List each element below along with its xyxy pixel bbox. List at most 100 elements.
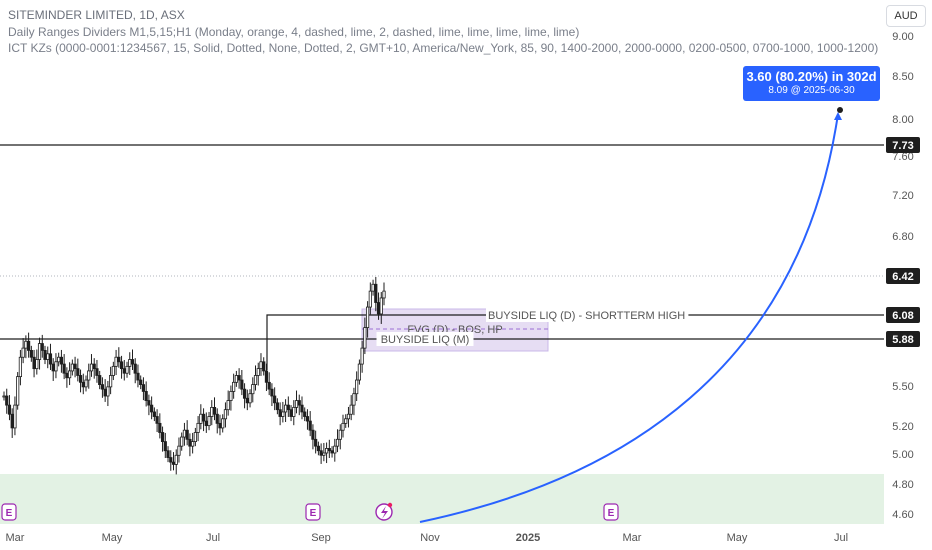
price-labels-group: 7.73 6.42 6.08 5.88 [886, 137, 920, 347]
candle-body [322, 452, 326, 456]
candle-body [275, 402, 279, 411]
candle-body [46, 353, 50, 360]
candle-body [7, 404, 12, 415]
projection-arrow [419, 113, 839, 523]
candle-body [32, 356, 36, 370]
earnings-marker-label: E [608, 508, 615, 519]
candle-body [371, 283, 375, 292]
candle-body [363, 327, 367, 349]
candle-body [62, 363, 66, 374]
candle-body [297, 400, 301, 406]
candle-body [139, 379, 143, 386]
earnings-marker[interactable] [305, 503, 321, 521]
candle-body [35, 359, 39, 370]
price-label: 6.42 [892, 271, 913, 283]
x-tick-label: Mar [6, 532, 25, 544]
target-point[interactable] [837, 107, 843, 113]
y-tick-label: 5.00 [892, 449, 913, 461]
candle-body [27, 340, 31, 351]
candle-body [357, 363, 361, 381]
candle-body [201, 413, 206, 422]
candle-body [232, 381, 236, 392]
currency-button[interactable]: AUD [886, 5, 926, 27]
annotation-bg [376, 332, 474, 346]
candle-body [89, 363, 94, 372]
earnings-marker[interactable] [603, 503, 619, 521]
candle-body [226, 400, 230, 411]
candle-body [376, 302, 381, 315]
measure-tooltip: 3.60 (80.20%) in 302d 8.09 @ 2025-06-30 [743, 66, 880, 101]
legend-indicator-ict-kzs[interactable]: ICT KZs (0000-0001:1234567, 15, Solid, D… [8, 41, 879, 55]
price-label-bg [886, 307, 920, 323]
candle-body [305, 416, 310, 422]
candle-body [240, 379, 244, 390]
price-label-bg [886, 268, 920, 284]
candle-body [281, 411, 285, 417]
candle-body [117, 356, 121, 363]
candle-body [308, 420, 312, 431]
candle-body [382, 290, 386, 299]
measure-sub-text: 8.09 @ 2025-06-30 [768, 85, 855, 96]
candle-body [16, 376, 20, 406]
y-tick-label: 7.20 [892, 190, 913, 202]
candle-body [374, 283, 378, 303]
candle-body [300, 404, 304, 413]
candle-body [237, 375, 241, 381]
candle-body [155, 416, 159, 424]
candle-body [111, 365, 115, 376]
price-label: 6.08 [892, 310, 913, 322]
candle-body [21, 347, 25, 358]
candle-body [355, 379, 359, 395]
candle-body [48, 353, 53, 365]
candle-body [95, 368, 99, 376]
annotation-label: BUYSIDE LIQ (M) [381, 334, 470, 346]
y-tick-label: 8.50 [892, 71, 913, 83]
candle-body [29, 349, 33, 358]
candle-body [188, 438, 192, 447]
candle-body [109, 375, 113, 388]
candle-body [264, 370, 269, 383]
candle-body [245, 397, 249, 404]
candle-body [259, 361, 263, 370]
candle-body [289, 409, 293, 417]
candle-body [59, 356, 64, 365]
candle-body [18, 356, 23, 378]
candle-body [294, 400, 299, 408]
candle-body [100, 384, 105, 390]
candle-body [251, 384, 255, 395]
candle-body [73, 363, 77, 370]
candle-body [122, 368, 126, 374]
candle-body [5, 395, 9, 406]
candle-body [335, 438, 340, 447]
annotation-label: BUYSIDE LIQ (D) - SHORTTERM HIGH [488, 310, 685, 322]
candle-body [316, 445, 320, 452]
candle-body [333, 445, 337, 454]
x-tick-label: Mar [623, 532, 642, 544]
earnings-marker[interactable] [1, 503, 17, 521]
candle-body [210, 406, 214, 417]
y-tick-label: 9.00 [892, 31, 913, 43]
candle-body [152, 411, 156, 417]
candle-body [338, 429, 342, 440]
candle-body [311, 429, 315, 440]
candle-body [106, 386, 110, 397]
earnings-marker-label: E [6, 508, 13, 519]
candle-body [57, 356, 61, 363]
price-label-bg [886, 137, 920, 153]
legend-title[interactable]: SITEMINDER LIMITED, 1D, ASX [8, 8, 185, 22]
x-tick-label: 2025 [516, 532, 540, 544]
y-tick-label: 6.80 [892, 231, 913, 243]
legend-indicator-daily-ranges[interactable]: Daily Ranges Dividers M1,5,15;H1 (Monday… [8, 25, 580, 39]
y-tick-label: 4.80 [892, 479, 913, 491]
x-tick-label: Jul [206, 532, 220, 544]
price-label-bg [886, 331, 920, 347]
candle-body [130, 359, 135, 365]
candle-body [193, 432, 197, 443]
candle-body [78, 375, 83, 383]
candle-body [37, 343, 42, 360]
candle-body [344, 418, 348, 424]
candle-body [341, 422, 345, 431]
